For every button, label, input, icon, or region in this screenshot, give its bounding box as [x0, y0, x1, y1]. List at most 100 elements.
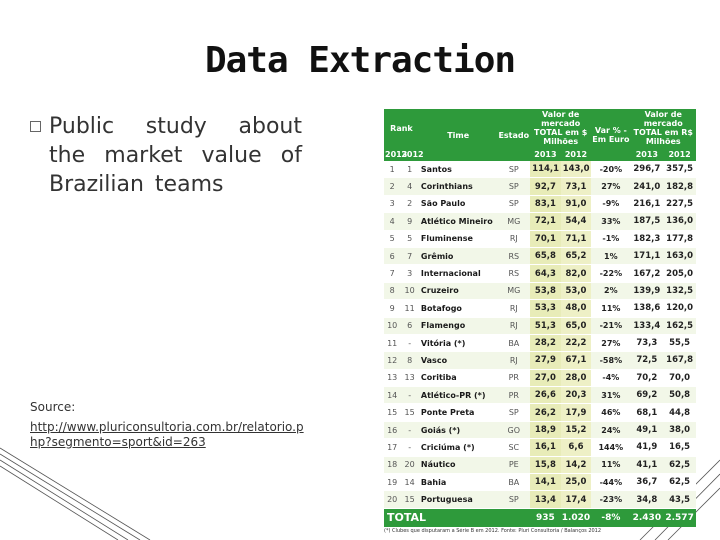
- rank-2012-cell: 8: [400, 351, 419, 370]
- value-rs-2012-cell: 136,0: [663, 212, 696, 231]
- var-percent-cell: -9%: [591, 195, 631, 214]
- value-rs-2012-cell: 43,5: [663, 490, 696, 509]
- total-value-2012: 1.020: [560, 508, 592, 527]
- value-rs-2012-cell: 357,5: [663, 161, 696, 179]
- table-row: 7 3 Internacional RS 64,3 82,0 -22% 167,2 205,0: [384, 264, 696, 283]
- team-name-cell: Criciúma (*): [418, 438, 498, 457]
- total-value-rs-2012: 2.577: [663, 508, 696, 527]
- var-percent-cell: -44%: [591, 473, 631, 492]
- state-cell: SP: [497, 403, 531, 422]
- value-rs-2012-cell: 205,0: [663, 264, 696, 283]
- table-row: 16- Goiás (*) GO 18,9 15,2 24% 49,1 38,0: [384, 421, 696, 440]
- value-2012-header: 2012: [560, 147, 592, 161]
- rank-2013-cell: 20: [384, 490, 401, 509]
- value-rs-2012-cell: 177,8: [663, 230, 696, 248]
- value-2012-cell: 20,3: [560, 386, 592, 405]
- value-rs-2013-cell: 138,6: [630, 299, 664, 318]
- value-rs-2013-cell: 68,1: [630, 403, 664, 422]
- team-name-cell: Botafogo: [418, 299, 498, 318]
- state-cell: RS: [497, 247, 531, 266]
- state-cell: SP: [497, 177, 531, 196]
- value-rs-2012-cell: 182,8: [663, 177, 696, 196]
- value-2012-cell: 15,2: [560, 421, 592, 440]
- value-rs-2013-cell: 34,8: [630, 490, 664, 509]
- var-percent-cell: -58%: [591, 351, 631, 370]
- rank-2013-cell: 16: [384, 421, 401, 440]
- rank-2012-cell: 7: [400, 247, 419, 266]
- value-2012-cell: 91,0: [560, 195, 592, 214]
- team-name-cell: Atlético Mineiro: [418, 212, 498, 231]
- bullet-text: Public study about the market value of B…: [49, 114, 302, 197]
- rank-header: Rank: [384, 109, 419, 147]
- value-rs-2012-cell: 55,5: [663, 334, 696, 353]
- value-rs-2013-cell: 241,0: [630, 177, 664, 196]
- state-cell: RJ: [497, 299, 531, 318]
- state-cell: SP: [497, 490, 531, 509]
- value-2012-cell: 71,1: [560, 230, 592, 248]
- market-value-table-image: Rank Time Estado Valor de mercado TOTAL …: [384, 109, 696, 534]
- var-percent-cell: -1%: [591, 230, 631, 248]
- rank-2012-cell: 5: [400, 230, 419, 248]
- value-rs-2012-cell: 70,0: [663, 369, 696, 388]
- table-row: 19 14 Bahia BA 14,1 25,0 -44% 36,7 62,5: [384, 473, 696, 492]
- team-name-cell: Flamengo: [418, 317, 498, 335]
- state-cell: RJ: [497, 230, 531, 248]
- value-2013-cell: 26,6: [530, 386, 561, 405]
- source-label: Source:: [30, 400, 76, 414]
- var-percent-cell: 11%: [591, 456, 631, 475]
- value-rs-2012-cell: 62,5: [663, 456, 696, 475]
- rank-2012-cell: 14: [400, 473, 419, 492]
- table-row: 13 13 Coritiba PR 27,0 28,0 -4% 70,2 70,0: [384, 369, 696, 388]
- team-name-cell: Vasco: [418, 351, 498, 370]
- value-rs-2013-cell: 73,3: [630, 334, 664, 353]
- rank-2012-cell: 11: [400, 299, 419, 318]
- var-percent-cell: 33%: [591, 212, 631, 231]
- rank-2012-cell: 6: [400, 317, 419, 335]
- value-2013-cell: 14,1: [530, 473, 561, 492]
- value-rs-2012-cell: 62,5: [663, 473, 696, 492]
- value-rs-2013-cell: 216,1: [630, 195, 664, 214]
- table-row: 12 8 Vasco RJ 27,9 67,1 -58% 72,5 167,8: [384, 351, 696, 370]
- table-row: 10 6 Flamengo RJ 51,3 65,0 -21% 133,4 162,5: [384, 317, 696, 335]
- rank-2012-cell: 13: [400, 369, 419, 388]
- state-cell: BA: [497, 473, 531, 492]
- state-cell: RS: [497, 264, 531, 283]
- rank-2013-cell: 1: [384, 161, 401, 179]
- rank-2012-cell: 4: [400, 177, 419, 196]
- value-2012-cell: 67,1: [560, 351, 592, 370]
- value-rs-2012-cell: 132,5: [663, 282, 696, 301]
- state-cell: RJ: [497, 351, 531, 370]
- value-rs-2013-cell: 139,9: [630, 282, 664, 301]
- table-body: 1 1 Santos SP 114,1 143,0 -20% 296,7 357,5 2 4 Cori…: [384, 161, 696, 509]
- value-rs-2012-cell: 120,0: [663, 299, 696, 318]
- team-name-cell: Internacional: [418, 264, 498, 283]
- table-row: 3 2 São Paulo SP 83,1 91,0 -9% 216,1 227,5: [384, 195, 696, 214]
- table-row: 9 11 Botafogo RJ 53,3 48,0 11% 138,6 120,0: [384, 299, 696, 318]
- value-2013-cell: 28,2: [530, 334, 561, 353]
- value-2012-cell: 73,1: [560, 177, 592, 196]
- value-2013-cell: 70,1: [530, 230, 561, 248]
- team-name-cell: Santos: [418, 161, 498, 179]
- value-2012-cell: 25,0: [560, 473, 592, 492]
- bullet-point: Public study about the market value of B…: [30, 112, 302, 199]
- rank-2013-cell: 7: [384, 264, 401, 283]
- table-row: 8 10 Cruzeiro MG 53,8 53,0 2% 139,9 132,5: [384, 282, 696, 301]
- rank-2013-cell: 12: [384, 351, 401, 370]
- value-rs-2013-cell: 70,2: [630, 369, 664, 388]
- value-2013-cell: 15,8: [530, 456, 561, 475]
- rank-2012-cell: -: [400, 334, 419, 353]
- source-link[interactable]: http://www.pluriconsultoria.com.br/relat…: [30, 420, 304, 449]
- market-value-header: Valor de mercado TOTAL em $ Milhões: [530, 109, 592, 147]
- value-2013-cell: 51,3: [530, 317, 561, 335]
- rank-2012-header: 2012: [400, 147, 424, 161]
- state-cell: SP: [497, 161, 531, 179]
- value-2013-cell: 64,3: [530, 264, 561, 283]
- market-value-table: Rank Time Estado Valor de mercado TOTAL …: [384, 109, 696, 527]
- value-rs-2012-cell: 163,0: [663, 247, 696, 266]
- var-percent-cell: 2%: [591, 282, 631, 301]
- market-value-rs-header: Valor de mercado TOTAL em R$ Milhões: [630, 109, 696, 147]
- rank-2012-cell: 9: [400, 212, 419, 231]
- value-2012-cell: 6,6: [560, 438, 592, 457]
- value-2013-cell: 53,8: [530, 282, 561, 301]
- rank-2013-cell: 10: [384, 317, 401, 335]
